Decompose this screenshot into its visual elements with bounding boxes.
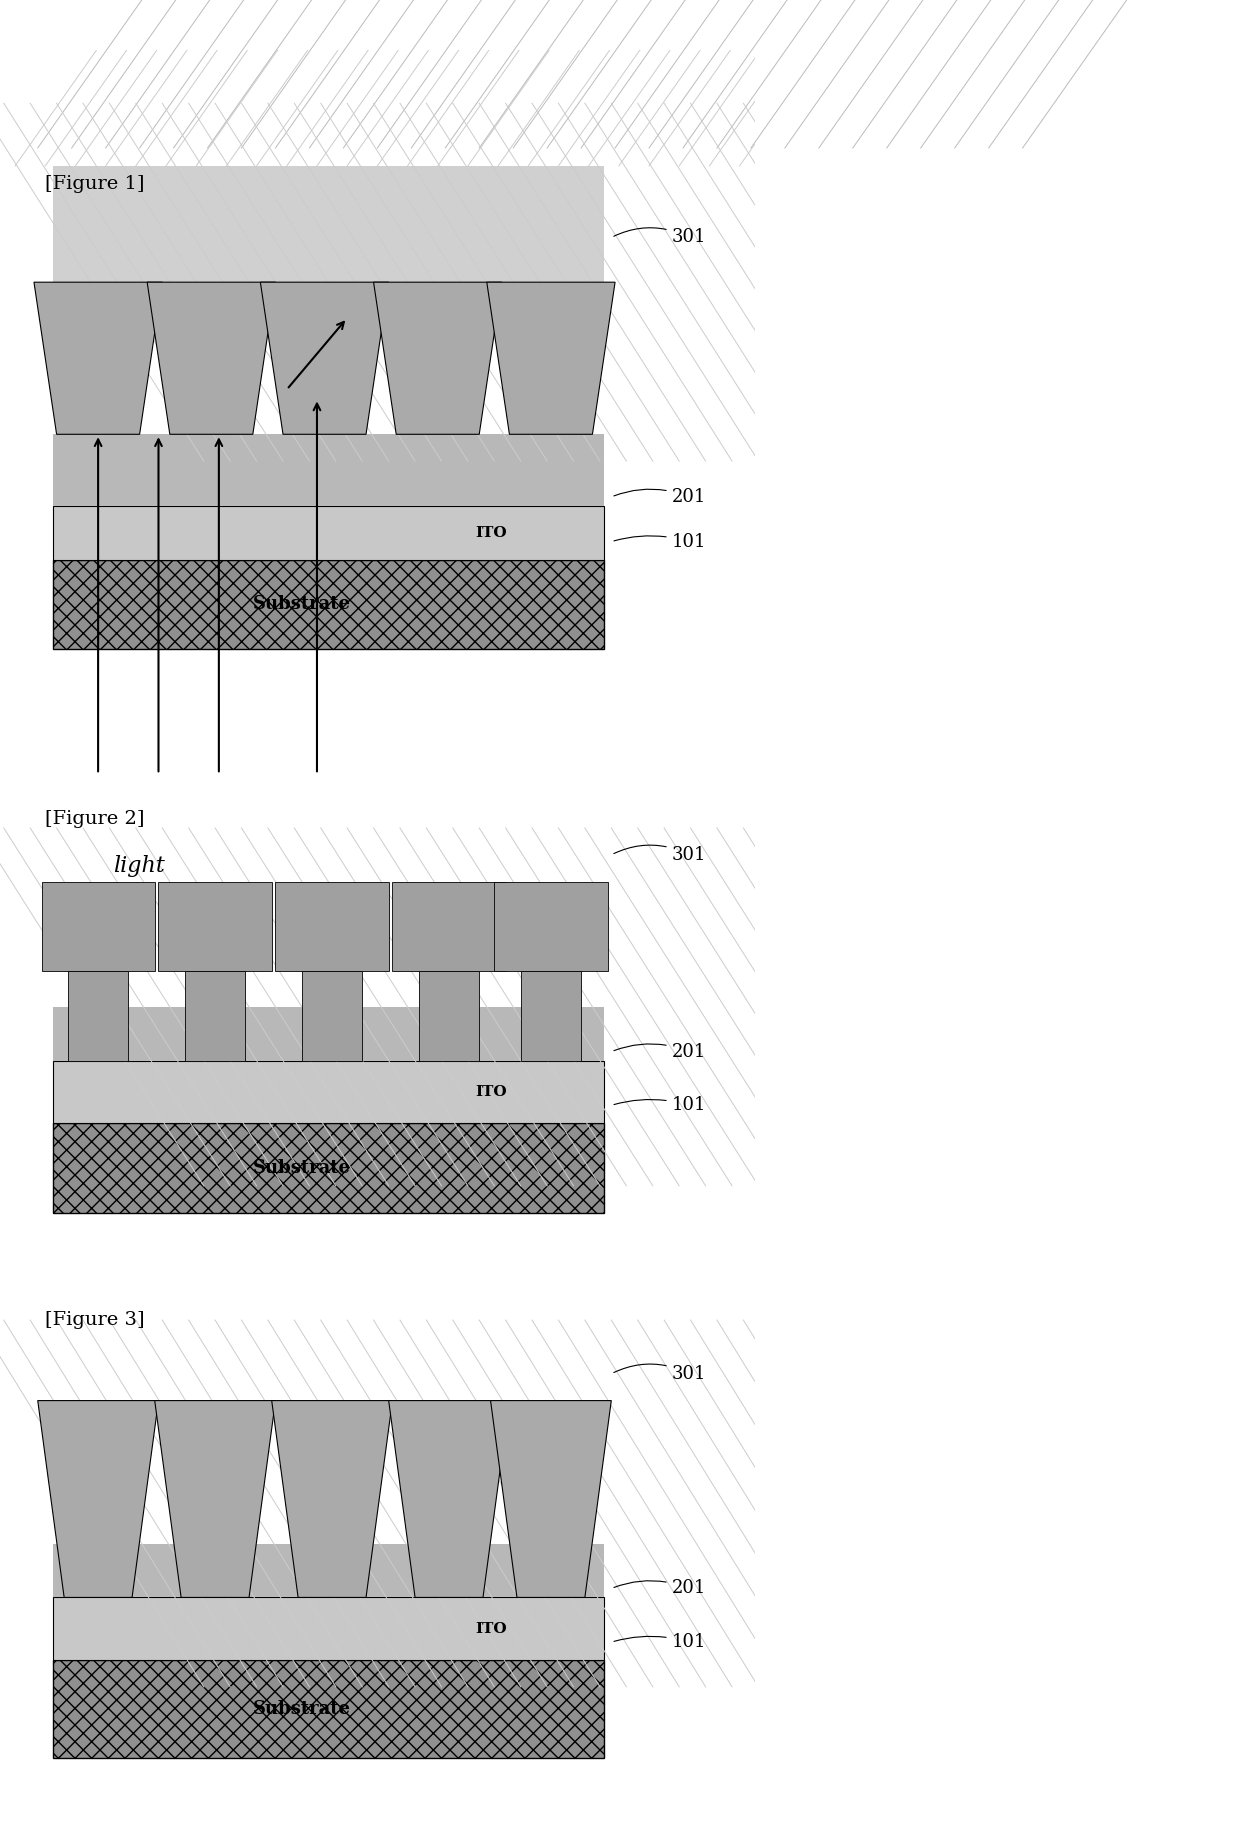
FancyBboxPatch shape: [495, 881, 608, 971]
Polygon shape: [373, 281, 502, 434]
Text: [Figure 2]: [Figure 2]: [46, 809, 145, 828]
FancyBboxPatch shape: [53, 1124, 604, 1212]
Text: light: light: [113, 855, 165, 877]
Text: [Figure 3]: [Figure 3]: [46, 1311, 145, 1330]
FancyBboxPatch shape: [53, 506, 604, 559]
Text: 301: 301: [614, 228, 706, 246]
Polygon shape: [37, 1401, 159, 1598]
Polygon shape: [260, 281, 388, 434]
FancyBboxPatch shape: [53, 1008, 604, 1061]
FancyBboxPatch shape: [53, 1543, 604, 1598]
FancyBboxPatch shape: [185, 971, 246, 1061]
FancyBboxPatch shape: [275, 881, 388, 971]
Polygon shape: [491, 1401, 611, 1598]
FancyBboxPatch shape: [53, 434, 604, 506]
FancyBboxPatch shape: [53, 1598, 604, 1661]
FancyBboxPatch shape: [521, 971, 582, 1061]
FancyBboxPatch shape: [392, 881, 506, 971]
FancyBboxPatch shape: [53, 1661, 604, 1758]
Text: 101: 101: [614, 1633, 706, 1651]
Text: 201: 201: [614, 487, 706, 506]
Text: Substrate: Substrate: [253, 1701, 351, 1718]
Text: 101: 101: [614, 1096, 706, 1114]
Text: ITO: ITO: [475, 526, 507, 539]
Text: 101: 101: [614, 533, 706, 550]
Text: 201: 201: [614, 1580, 706, 1598]
FancyBboxPatch shape: [53, 166, 604, 281]
Text: [Figure 1]: [Figure 1]: [46, 175, 145, 193]
FancyBboxPatch shape: [53, 1061, 604, 1124]
FancyBboxPatch shape: [53, 559, 604, 649]
Text: 301: 301: [614, 1365, 706, 1383]
FancyBboxPatch shape: [68, 971, 128, 1061]
Bar: [53, 166, 604, 281]
Text: 301: 301: [614, 846, 706, 864]
FancyBboxPatch shape: [301, 971, 362, 1061]
Polygon shape: [272, 1401, 392, 1598]
Polygon shape: [487, 281, 615, 434]
Text: ITO: ITO: [475, 1622, 507, 1635]
Polygon shape: [155, 1401, 275, 1598]
Polygon shape: [148, 281, 275, 434]
FancyBboxPatch shape: [419, 971, 479, 1061]
Text: ITO: ITO: [475, 1085, 507, 1100]
FancyBboxPatch shape: [159, 881, 272, 971]
Text: 201: 201: [614, 1043, 706, 1061]
Polygon shape: [388, 1401, 510, 1598]
FancyBboxPatch shape: [41, 881, 155, 971]
Polygon shape: [33, 281, 162, 434]
Text: Substrate: Substrate: [253, 596, 351, 612]
Text: Substrate: Substrate: [253, 1159, 351, 1177]
